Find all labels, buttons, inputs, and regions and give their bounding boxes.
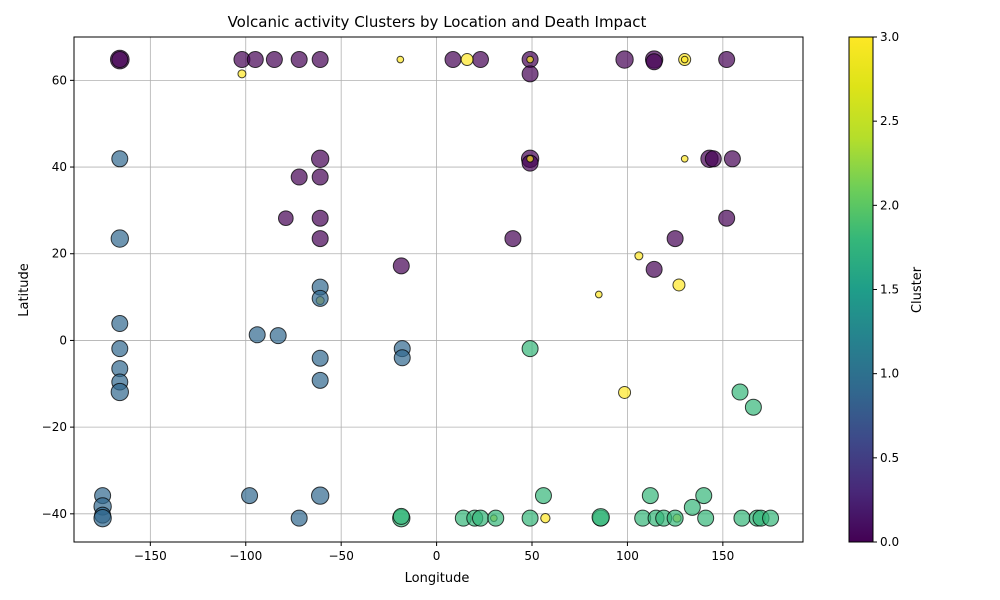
data-point [444, 51, 462, 69]
y-tick-label: 20 [52, 247, 67, 261]
data-point [683, 498, 701, 516]
x-tick-label: 0 [433, 549, 441, 563]
data-point [110, 382, 129, 402]
data-point [311, 168, 329, 186]
data-point [290, 509, 308, 527]
data-point [718, 51, 736, 69]
data-point [311, 371, 329, 389]
data-point [697, 509, 715, 527]
data-point [311, 289, 329, 307]
chart-title: Volcanic activity Clusters by Location a… [228, 13, 647, 31]
data-point [471, 51, 489, 69]
colorbar-tick-label: 0.5 [880, 451, 899, 465]
data-point [680, 154, 689, 163]
data-point [704, 150, 722, 168]
data-point [392, 257, 410, 275]
x-tick-label: 100 [616, 549, 639, 563]
data-point [93, 508, 112, 528]
data-point [526, 154, 534, 163]
data-point [594, 290, 603, 299]
colorbar-tick-label: 1.0 [880, 367, 899, 381]
data-point [591, 508, 610, 527]
data-point [290, 168, 308, 186]
data-point [534, 487, 552, 505]
data-point [672, 278, 686, 292]
data-point [311, 230, 329, 248]
y-tick-label: −40 [42, 507, 67, 521]
x-tick-label: −50 [329, 549, 354, 563]
data-point [290, 51, 308, 69]
x-axis-ticks: −150 −100 −50 0 50 100 150 [134, 542, 734, 563]
data-point [680, 55, 689, 64]
data-point [248, 326, 266, 344]
x-tick-label: 150 [711, 549, 734, 563]
data-point [487, 509, 505, 527]
data-point [311, 349, 329, 367]
colorbar-tick-label: 1.5 [880, 283, 899, 297]
x-axis-label: Longitude [405, 571, 470, 586]
data-point [618, 385, 632, 399]
data-point [392, 507, 410, 525]
y-tick-label: 0 [59, 333, 67, 347]
data-point [311, 486, 330, 505]
colorbar-tick-label: 2.5 [880, 114, 899, 128]
data-point [471, 509, 489, 527]
data-point [615, 50, 634, 69]
data-point [521, 509, 539, 527]
data-point [641, 487, 659, 505]
x-tick-label: −150 [134, 549, 167, 563]
plot-frame [73, 36, 804, 543]
data-point [521, 340, 539, 358]
data-point [246, 51, 264, 69]
data-point [111, 51, 129, 69]
x-tick-label: 50 [524, 549, 539, 563]
data-point [762, 509, 780, 527]
y-axis-label: Latitude [17, 263, 32, 317]
y-axis-ticks: −40 −20 0 20 40 60 [42, 73, 74, 521]
data-point [731, 383, 749, 401]
data-point [265, 51, 283, 69]
data-point [526, 55, 534, 64]
data-point [111, 150, 129, 168]
data-point [277, 210, 294, 227]
colorbar [848, 36, 874, 543]
x-tick-label: −100 [229, 549, 262, 563]
colorbar-label: Cluster [910, 266, 925, 313]
data-point [111, 340, 129, 358]
data-point [241, 487, 259, 505]
y-tick-label: 60 [52, 73, 67, 87]
data-point [269, 327, 287, 345]
data-point [110, 229, 129, 248]
data-point [311, 149, 330, 168]
y-tick-label: 40 [52, 160, 67, 174]
colorbar-tick-label: 0.0 [880, 535, 899, 549]
data-point [718, 209, 736, 227]
data-point [460, 53, 474, 67]
data-point [504, 230, 522, 248]
data-point [666, 509, 684, 527]
colorbar-tick-label: 3.0 [880, 30, 899, 44]
grid-lines [74, 37, 803, 542]
data-point [744, 398, 762, 416]
data-point [393, 349, 411, 367]
y-tick-label: −20 [42, 420, 67, 434]
data-point [695, 487, 713, 505]
data-point [540, 512, 551, 524]
data-point [111, 315, 129, 333]
data-point [237, 69, 247, 79]
data-point [634, 251, 644, 261]
data-point [396, 55, 405, 64]
colorbar-tick-label: 2.0 [880, 198, 899, 212]
data-point [733, 509, 751, 527]
data-point [311, 209, 329, 227]
data-point [723, 150, 741, 168]
colorbar-ticks: 0.0 0.5 1.0 1.5 2.0 2.5 3.0 [873, 30, 899, 549]
data-point [645, 53, 663, 71]
data-points [93, 49, 780, 528]
data-point [311, 51, 329, 69]
data-point [645, 260, 663, 278]
data-point [521, 65, 539, 83]
data-point [666, 230, 684, 248]
